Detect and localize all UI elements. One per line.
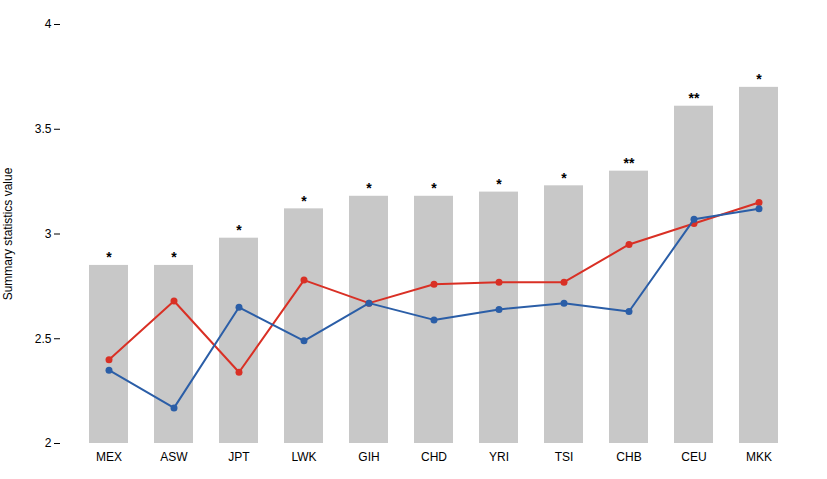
svg-text:*: * bbox=[756, 71, 762, 87]
svg-text:MKK: MKK bbox=[746, 450, 772, 464]
svg-text:*: * bbox=[106, 249, 112, 265]
svg-text:CHB: CHB bbox=[616, 450, 641, 464]
svg-text:*: * bbox=[366, 180, 372, 196]
svg-text:TSI: TSI bbox=[555, 450, 574, 464]
svg-text:4: 4 bbox=[45, 17, 52, 31]
svg-text:*: * bbox=[561, 170, 567, 186]
svg-text:*: * bbox=[496, 176, 502, 192]
svg-text:ASW: ASW bbox=[160, 450, 188, 464]
svg-text:*: * bbox=[171, 249, 177, 265]
svg-text:**: ** bbox=[624, 155, 635, 171]
svg-text:3.5: 3.5 bbox=[35, 122, 52, 136]
svg-text:CEU: CEU bbox=[681, 450, 706, 464]
svg-text:LWK: LWK bbox=[291, 450, 316, 464]
svg-text:**: ** bbox=[689, 90, 700, 106]
svg-text:2.5: 2.5 bbox=[35, 332, 52, 346]
svg-text:*: * bbox=[236, 222, 242, 238]
svg-text:*: * bbox=[431, 180, 437, 196]
svg-text:CHD: CHD bbox=[421, 450, 447, 464]
svg-text:3: 3 bbox=[45, 227, 52, 241]
svg-text:GIH: GIH bbox=[358, 450, 379, 464]
svg-text:2: 2 bbox=[45, 436, 52, 450]
svg-text:MEX: MEX bbox=[96, 450, 122, 464]
svg-text:YRI: YRI bbox=[489, 450, 509, 464]
svg-text:*: * bbox=[301, 193, 307, 209]
svg-text:JPT: JPT bbox=[228, 450, 250, 464]
svg-text:Summary statistics value: Summary statistics value bbox=[1, 167, 15, 300]
